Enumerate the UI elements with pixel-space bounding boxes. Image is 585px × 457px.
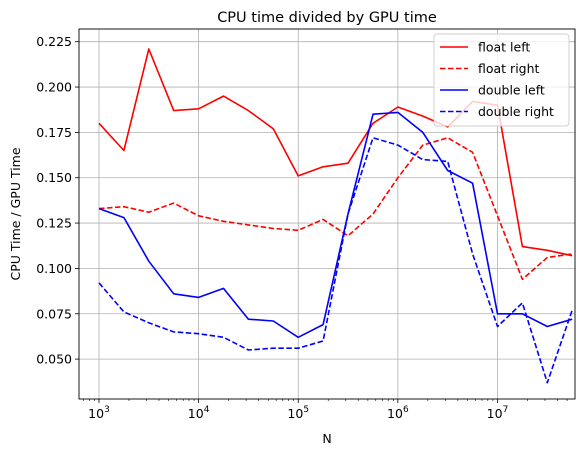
legend-label: float right [478,61,540,76]
series-line-double-left [98,111,573,339]
x-axis-label: N [322,431,331,446]
legend-label: float left [478,40,530,55]
legend-label: double right [478,104,554,119]
chart-title: CPU time divided by GPU time [217,10,437,26]
series-line-float-right [98,137,573,281]
legend: float left float right double left double r… [433,33,570,127]
y-tick-label: 0.175 [36,125,72,140]
x-tick-label: 104 [188,405,210,421]
y-tick-label: 0.100 [36,261,72,276]
series-line-double-right [98,137,573,384]
y-tick-label: 0.125 [36,216,72,231]
x-tick-label: 105 [287,405,309,421]
grid-layer [79,29,575,399]
y-tick-label: 0.200 [36,80,72,95]
y-axis-label: CPU Time / GPU Time [8,147,23,280]
legend-box [433,33,570,127]
x-tick-label: 106 [387,405,409,421]
y-tick-label: 0.150 [36,170,72,185]
plot-frame [78,28,576,400]
y-tick-label: 0.075 [36,306,72,321]
y-tick-label: 0.225 [36,34,72,49]
x-tick-label: 103 [88,405,110,421]
tick-layer: 103 104 105 106 107 0.050 0.075 0.100 0.125 0.150… [36,34,568,421]
y-tick-label: 0.050 [36,352,72,367]
x-tick-label: 107 [487,405,509,421]
legend-label: double left [478,83,545,98]
